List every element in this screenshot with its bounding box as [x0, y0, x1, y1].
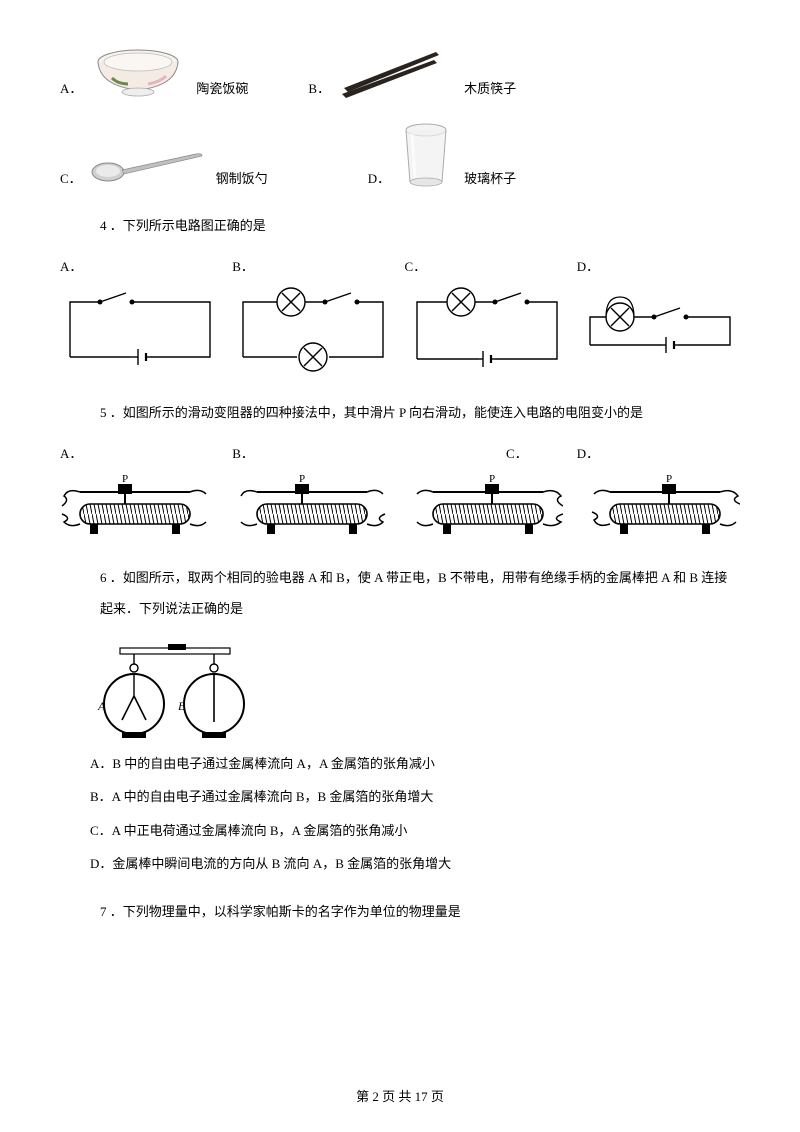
q4-text: 4 ．下列所示电路图正确的是 — [100, 214, 740, 237]
q4-label-d: D． — [577, 255, 740, 278]
slider-label: P — [666, 474, 672, 485]
slider-label: P — [489, 474, 495, 485]
q5-label-a: A． — [60, 442, 223, 465]
q6-figure: A B — [90, 642, 740, 742]
circuit-a-icon — [60, 287, 220, 377]
q7-text: 7 ．下列物理量中，以科学家帕斯卡的名字作为单位的物理量是 — [100, 900, 740, 923]
slider-label: P — [299, 474, 305, 485]
spoon-icon — [88, 140, 208, 190]
rheostat-a-icon: P — [60, 474, 210, 538]
page-footer: 第 2 页 共 17 页 — [0, 1085, 800, 1108]
q5-labels: A． B． C． D． — [60, 442, 740, 465]
q3-row-2: C． 钢制饭勺 D． 玻璃杯子 — [60, 120, 740, 190]
option-letter: B． — [308, 77, 330, 100]
bowl-icon — [88, 40, 188, 100]
q4-labels: A． B． C． D． — [60, 255, 740, 278]
circuit-b-icon — [233, 287, 393, 377]
q5-label-c: C． — [405, 442, 568, 465]
q4-label-a: A． — [60, 255, 223, 278]
q3-option-b: B． 木质筷子 — [308, 46, 516, 100]
q6-opt-b: B．A 中的自由电子通过金属棒流向 B，B 金属箔的张角增大 — [90, 785, 740, 808]
electroscopes-icon: A B — [90, 642, 260, 742]
q5-rheostats: P P C． P — [60, 474, 740, 538]
q6-opt-c: C．A 中正电荷通过金属棒流向 B，A 金属箔的张角减小 — [90, 819, 740, 842]
option-desc: 钢制饭勺 — [216, 167, 268, 190]
option-letter: A． — [60, 77, 82, 100]
option-desc: 陶瓷饭碗 — [196, 77, 248, 100]
chopsticks-icon — [336, 46, 456, 100]
option-letter: D． — [368, 167, 390, 190]
q5-label-b: B． — [232, 442, 395, 465]
q6-opt-a: A．B 中的自由电子通过金属棒流向 A，A 金属箔的张角减小 — [90, 752, 740, 775]
rheostat-d-icon: P — [590, 474, 740, 538]
q4-label-b: B． — [232, 255, 395, 278]
q5-text: 5 ．如图所示的滑动变阻器的四种接法中，其中滑片 P 向右滑动，能使连入电路的电… — [100, 401, 740, 424]
q6-opt-d: D．金属棒中瞬间电流的方向从 B 流向 A，B 金属箔的张角增大 — [90, 852, 740, 875]
option-letter: C． — [60, 167, 82, 190]
slider-label: P — [122, 474, 128, 485]
option-desc: 玻璃杯子 — [464, 167, 516, 190]
q3-option-d: D． 玻璃杯子 — [368, 120, 516, 190]
q4-label-c: C． — [405, 255, 568, 278]
q4-circuits — [60, 287, 740, 377]
circuit-d-icon — [580, 287, 740, 377]
rheostat-b-icon: P — [237, 474, 387, 538]
q3-option-a: A． 陶瓷饭碗 — [60, 40, 248, 100]
electroscope-a-label: A — [97, 699, 106, 713]
rheostat-c-icon: P — [413, 474, 563, 538]
glass-icon — [396, 120, 456, 190]
q5-label-d: D． — [577, 442, 740, 465]
q3-row-1: A． 陶瓷饭碗 B． 木质筷子 — [60, 40, 740, 100]
circuit-c-icon — [407, 287, 567, 377]
q3-option-c: C． 钢制饭勺 — [60, 140, 268, 190]
electroscope-b-label: B — [178, 699, 186, 713]
option-desc: 木质筷子 — [464, 77, 516, 100]
q6-text: 6 ．如图所示，取两个相同的验电器 A 和 B，使 A 带正电，B 不带电，用带… — [100, 562, 740, 624]
